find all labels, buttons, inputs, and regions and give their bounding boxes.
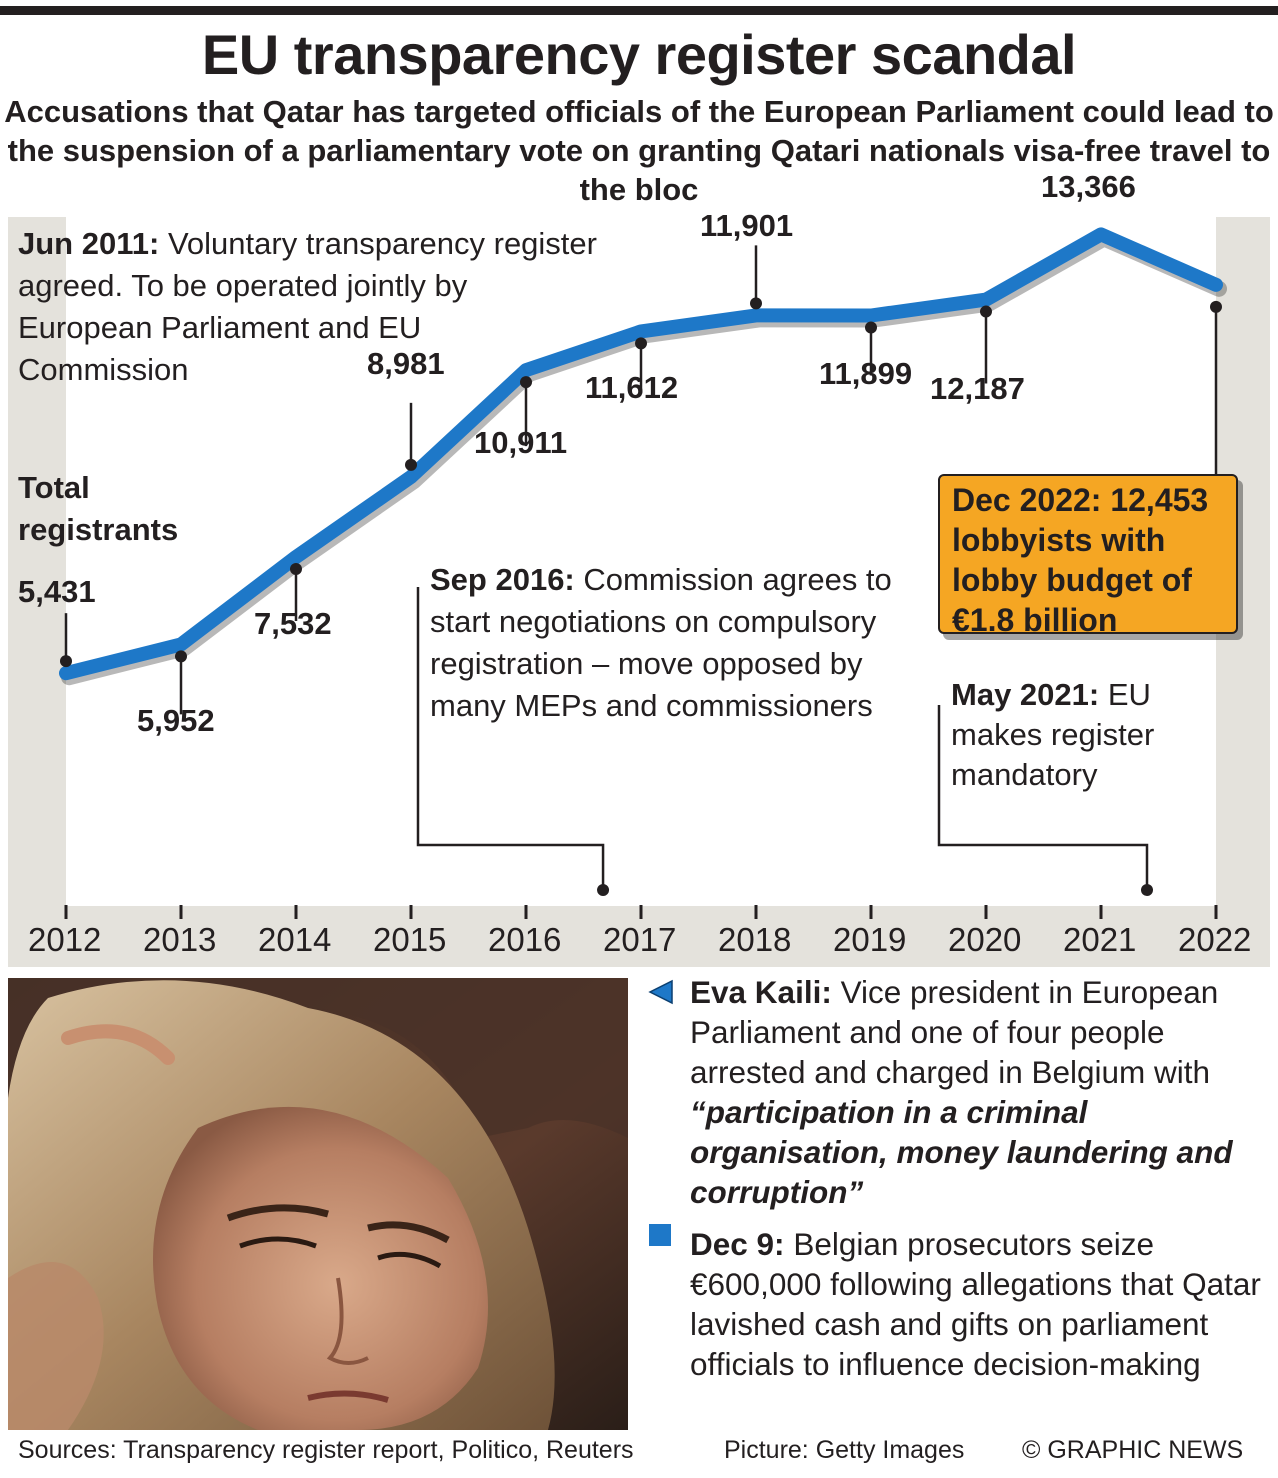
x-ticks <box>64 905 1218 919</box>
picture-credit: Picture: Getty Images <box>724 1436 965 1464</box>
leader-sep-2016 <box>416 587 605 890</box>
page-title: EU transparency register scandal <box>201 23 1077 86</box>
x-tick-label-2020: 2020 <box>948 921 1022 958</box>
value-label-2012: 5,431 <box>18 574 96 610</box>
page-subtitle: Accusations that Qatar has targeted offi… <box>4 94 1274 207</box>
data-point-2022 <box>1210 300 1222 313</box>
data-point-2019 <box>865 321 877 334</box>
x-tick-label-2017: 2017 <box>603 921 677 958</box>
annotation-may-2021: May 2021: EU makes register mandatory <box>951 677 1155 792</box>
value-label-2017: 11,612 <box>585 370 679 406</box>
value-label-2016: 10,911 <box>474 425 568 461</box>
kaili-paragraph: Eva Kaili: Vice president in European Pa… <box>690 974 1233 1210</box>
value-label-2015: 8,981 <box>367 345 445 381</box>
value-label-2021: 13,366 <box>1041 169 1136 205</box>
value-label-2020: 12,187 <box>930 370 1025 406</box>
data-point-2015 <box>405 458 417 471</box>
value-label-2014: 7,532 <box>254 605 332 641</box>
annotation-dec-2022-box: Dec 2022: 12,453 lobbyists with lobby bu… <box>938 474 1238 638</box>
x-tick-label-2016: 2016 <box>488 921 562 958</box>
annotation-jun-2011: Jun 2011: Voluntary transparency registe… <box>18 226 597 387</box>
data-point-2017 <box>635 337 647 350</box>
value-label-2013: 5,952 <box>137 703 215 739</box>
data-point-2012 <box>60 655 72 668</box>
data-point-2014 <box>290 562 302 575</box>
top-rule <box>0 6 1278 15</box>
chart-panel: Jun 2011: Voluntary transparency registe… <box>8 170 1270 967</box>
footer: Sources: Transparency register report, P… <box>0 1434 1278 1470</box>
dec9-paragraph: Dec 9: Belgian prosecutors seize €600,00… <box>690 1226 1261 1382</box>
annotation-leaders <box>416 300 1222 896</box>
copyright: © GRAPHIC NEWS <box>1022 1436 1244 1464</box>
marker-may-2021 <box>1141 884 1153 896</box>
marker-sep-2016 <box>597 884 610 896</box>
value-label-2019: 11,899 <box>819 356 913 392</box>
data-point-2020 <box>980 305 992 318</box>
leader-may-2021 <box>937 705 1149 890</box>
x-tick-label-2012: 2012 <box>28 921 102 958</box>
x-tick-label-2019: 2019 <box>833 921 907 958</box>
chart-title-total: Total registrants <box>18 470 179 547</box>
x-tick-label-2013: 2013 <box>143 921 217 958</box>
series-line <box>59 227 1223 681</box>
data-points <box>60 297 992 668</box>
left-pointer-icon <box>648 979 673 1005</box>
x-tick-label-2018: 2018 <box>718 921 792 958</box>
x-tick-label-2021: 2021 <box>1063 921 1137 958</box>
sidebar-text: Eva Kaili: Vice president in European Pa… <box>650 972 1270 1384</box>
data-point-2018 <box>750 297 762 310</box>
data-point-2016 <box>520 376 532 389</box>
value-label-2018: 11,901 <box>700 208 794 244</box>
line-chart <box>8 217 1270 967</box>
portrait-illustration <box>8 978 628 1430</box>
blue-square-icon <box>649 1224 671 1246</box>
annotation-sep-2016: Sep 2016: Commission agrees to start neg… <box>430 562 892 723</box>
eva-kaili-photo <box>8 978 628 1430</box>
x-tick-label-2022: 2022 <box>1178 921 1252 958</box>
x-tick-label-2015: 2015 <box>373 921 447 958</box>
sources-credit: Sources: Transparency register report, P… <box>18 1436 634 1464</box>
x-tick-label-2014: 2014 <box>258 921 332 958</box>
data-point-2013 <box>175 650 187 663</box>
callout-lines <box>64 245 988 715</box>
